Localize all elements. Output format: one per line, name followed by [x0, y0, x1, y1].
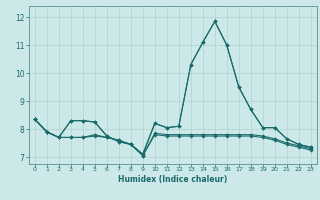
X-axis label: Humidex (Indice chaleur): Humidex (Indice chaleur)	[118, 175, 228, 184]
